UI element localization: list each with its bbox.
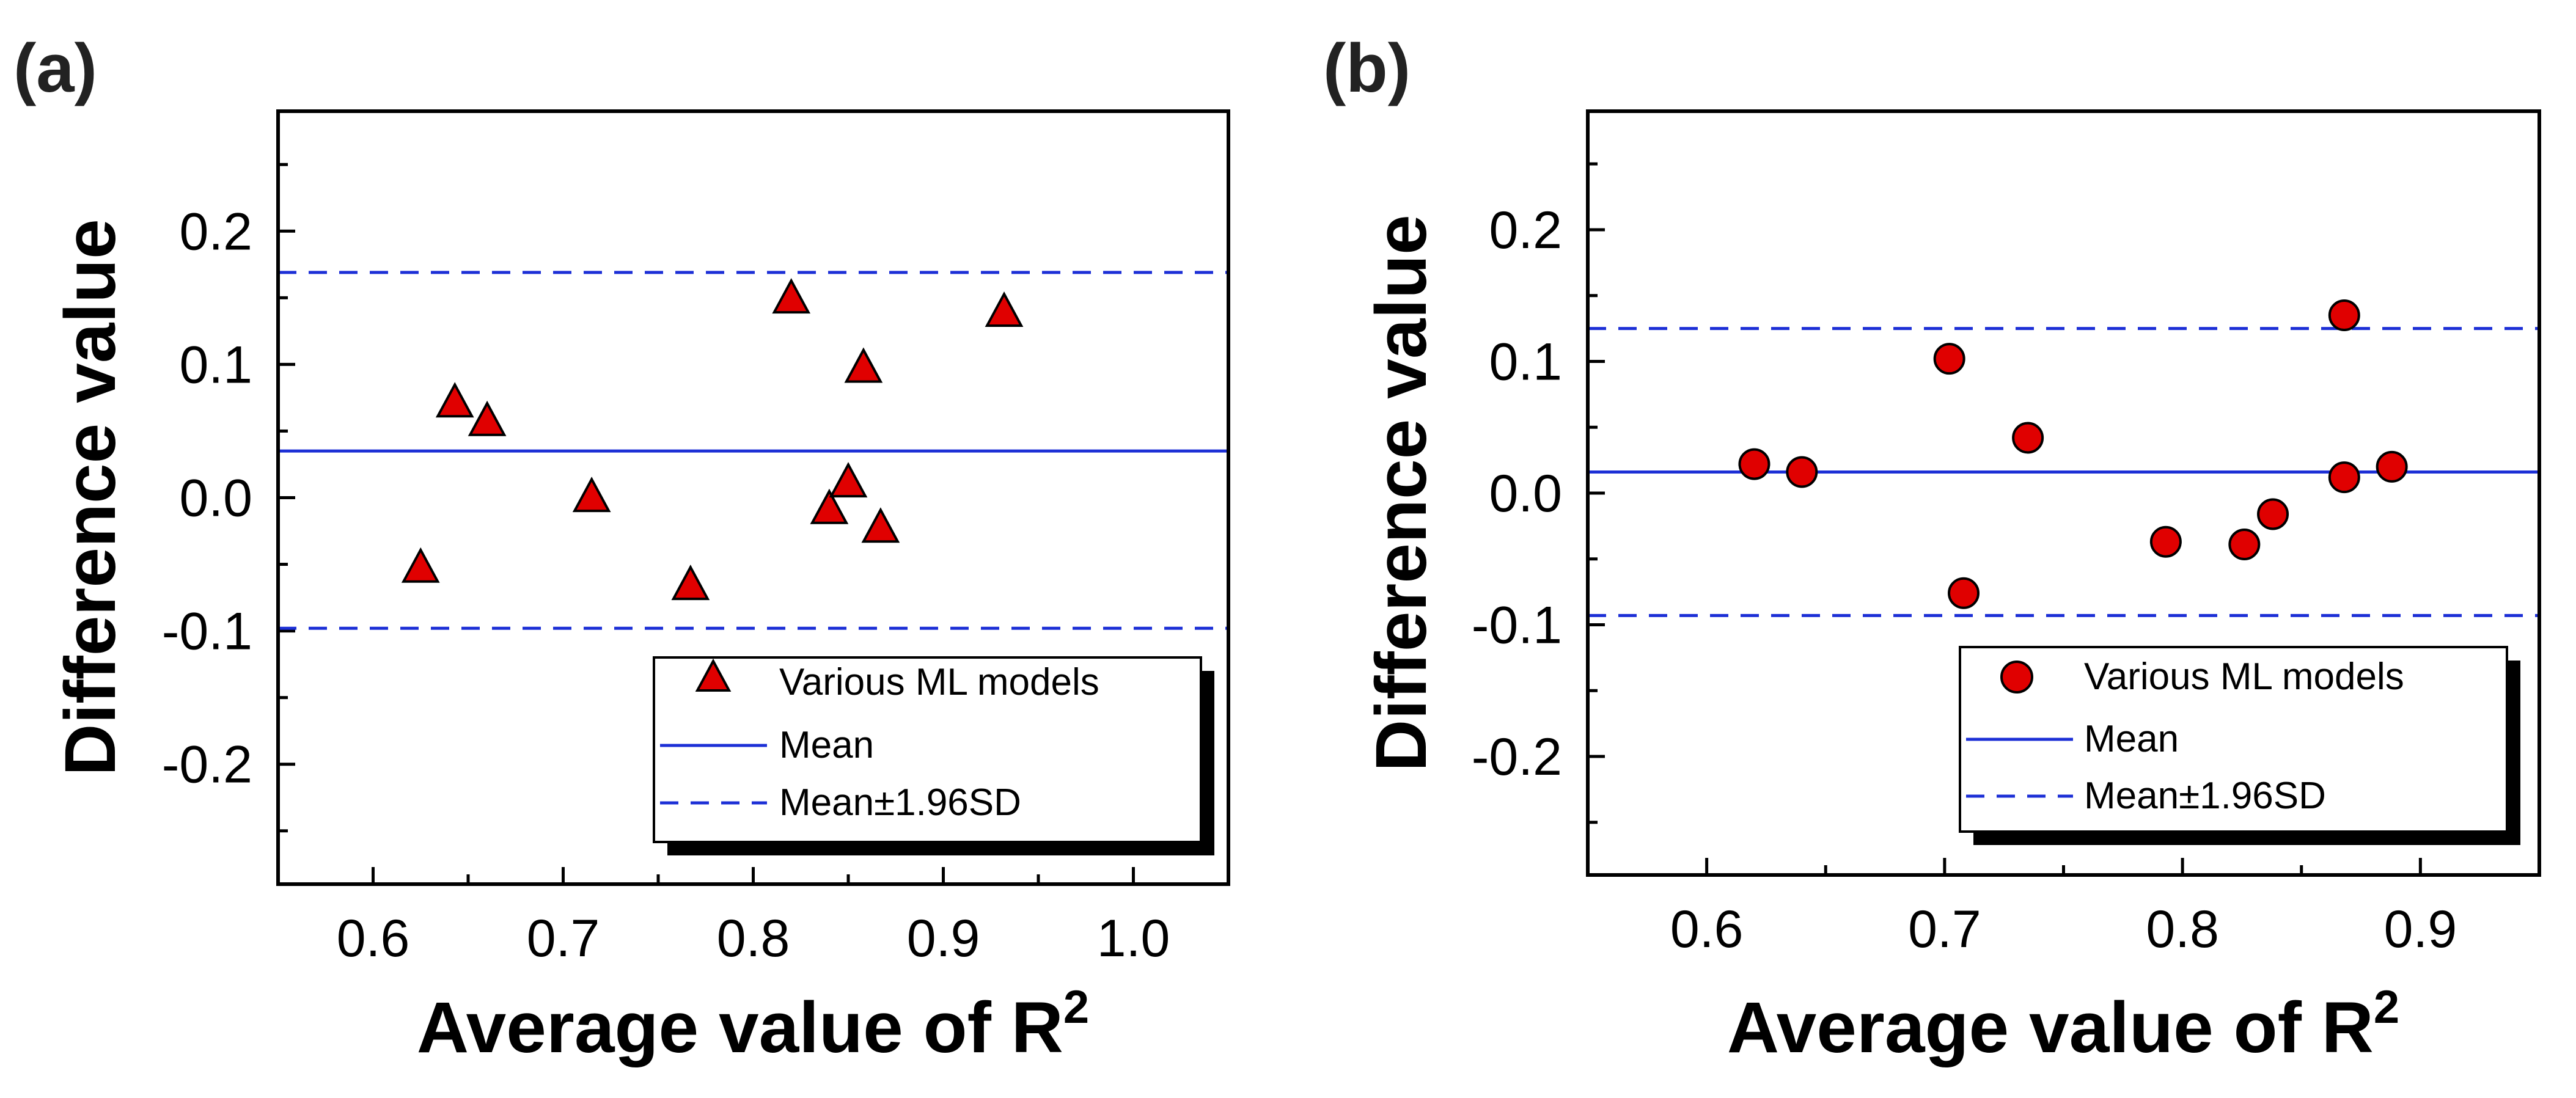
data-point-b — [1948, 577, 1980, 609]
data-point-a — [671, 565, 710, 601]
data-point-a — [810, 488, 849, 524]
data-point-b — [2012, 422, 2044, 454]
legend-b-circle-icon — [2000, 661, 2033, 694]
legend-a-scatter-label: Various ML models — [779, 661, 1099, 703]
y-tick-label-b: -0.2 — [1472, 728, 1562, 786]
data-point-b — [1933, 343, 1965, 375]
legend-a-sd-label: Mean±1.96SD — [779, 781, 1021, 824]
panel-label-b: (b) — [1323, 30, 1411, 106]
x-tick-label-a: 0.9 — [907, 909, 980, 968]
data-point-b — [2328, 299, 2360, 332]
x-axis-title-a: Average value of R2 — [417, 981, 1089, 1068]
plot-b-frame — [1586, 109, 2541, 877]
data-point-a — [844, 347, 883, 383]
data-point-b — [2228, 529, 2261, 561]
y-tick-label-b: -0.1 — [1472, 596, 1562, 655]
plot-a-tick-labels: 0.6 0.7 0.8 0.9 1.0 0.2 0.1 0.0 -0.1 -0.2 — [162, 202, 1170, 968]
legend-a: Various ML models Mean Mean±1.96SD — [653, 656, 1214, 855]
x-tick-label-a: 0.8 — [717, 909, 790, 968]
data-point-a — [985, 291, 1024, 327]
x-tick-label-b: 0.7 — [1908, 900, 1981, 959]
plot-a-lines — [278, 271, 1228, 630]
legend-b-sd-label: Mean±1.96SD — [2084, 775, 2326, 817]
x-tick-label-a: 0.7 — [527, 909, 600, 968]
x-tick-label-b: 0.6 — [1670, 900, 1744, 959]
x-axis-title-a-sup: 2 — [1063, 981, 1089, 1033]
plot-a-points — [401, 278, 1024, 601]
data-point-b — [2257, 498, 2289, 530]
data-point-a — [772, 278, 811, 314]
panel-label-a: (a) — [13, 30, 97, 106]
x-tick-label-b: 0.9 — [2384, 900, 2457, 959]
plot-b-tick-labels: 0.6 0.7 0.8 0.9 0.2 0.1 0.0 -0.1 -0.2 — [1472, 201, 2457, 959]
legend-b-scatter-label: Various ML models — [2084, 656, 2404, 698]
data-point-a — [572, 477, 611, 513]
plot-a-frame — [276, 109, 1230, 886]
data-point-a — [401, 547, 440, 583]
x-axis-title-a-text: Average value of R — [417, 987, 1063, 1068]
data-point-b — [1786, 456, 1818, 488]
data-point-b — [2149, 525, 2182, 558]
legend-a-mean-label: Mean — [779, 724, 874, 766]
legend-b-mean-label: Mean — [2084, 718, 2179, 760]
x-axis-title-b: Average value of R2 — [1727, 981, 2399, 1068]
x-axis-title-b-sup: 2 — [2374, 981, 2399, 1033]
x-tick-label-b: 0.8 — [2146, 900, 2219, 959]
y-tick-label-b: 0.2 — [1489, 201, 1562, 260]
legend-a-box — [653, 656, 1202, 843]
y-tick-label-a: -0.2 — [162, 736, 252, 794]
data-point-a — [829, 462, 868, 498]
data-point-a — [861, 507, 900, 543]
panel-b: (b) 0.6 0.7 0.8 0.9 0.2 0.1 0.0 -0.1 -0.2 Differ… — [1323, 30, 2541, 1068]
y-tick-label-a: 0.1 — [179, 335, 252, 394]
data-point-a — [435, 382, 474, 418]
plot-b-points — [1738, 299, 2408, 609]
y-tick-label-b: 0.1 — [1489, 332, 1562, 391]
x-tick-label-a: 0.6 — [337, 909, 410, 968]
y-tick-label-a: 0.2 — [179, 202, 252, 261]
legend-b: Various ML models Mean Mean±1.96SD — [1959, 646, 2520, 845]
x-axis-title-b-text: Average value of R — [1727, 987, 2374, 1068]
y-axis-title-b: Difference value — [1361, 214, 1442, 772]
data-point-a — [468, 400, 507, 436]
legend-a-triangle-icon — [695, 658, 732, 692]
data-point-b — [1738, 448, 1771, 480]
y-tick-label-a: -0.1 — [162, 602, 252, 661]
y-axis-title-a: Difference value — [50, 219, 131, 776]
x-tick-label-a: 1.0 — [1097, 909, 1170, 968]
data-point-b — [2376, 450, 2408, 483]
y-tick-label-b: 0.0 — [1489, 464, 1562, 523]
data-point-b — [2328, 461, 2360, 494]
panel-a: (a) 0.6 0.7 0.8 0.9 1.0 0.2 0.1 0.0 -0.1 -0.2 Dif… — [13, 30, 1230, 1068]
y-tick-label-a: 0.0 — [179, 469, 252, 528]
